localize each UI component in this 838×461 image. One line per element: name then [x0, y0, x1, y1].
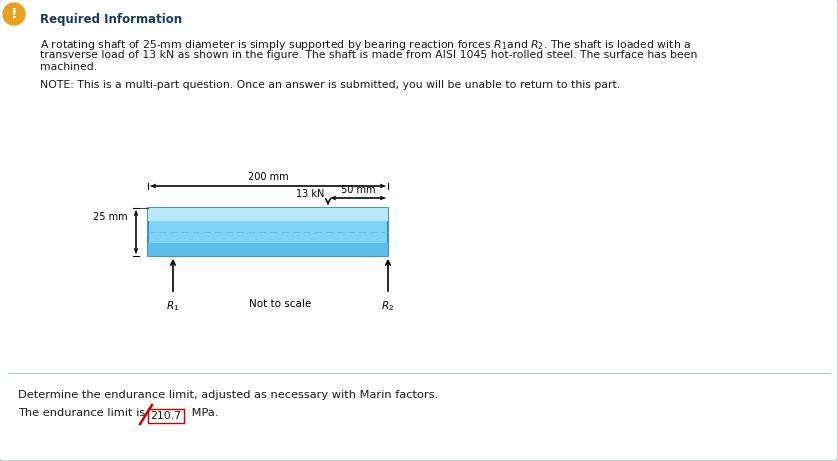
Text: Required Information: Required Information — [40, 13, 182, 26]
Text: Not to scale: Not to scale — [250, 299, 312, 309]
Text: 50 mm: 50 mm — [341, 185, 375, 195]
Text: transverse load of 13 kN as shown in the figure. The shaft is made from AISI 104: transverse load of 13 kN as shown in the… — [40, 50, 697, 60]
Text: 200 mm: 200 mm — [248, 172, 288, 182]
Bar — [148, 208, 388, 256]
Text: $R_1$: $R_1$ — [167, 299, 179, 313]
Bar — [148, 242, 388, 256]
Text: machined.: machined. — [40, 62, 97, 72]
Text: Determine the endurance limit, adjusted as necessary with Marin factors.: Determine the endurance limit, adjusted … — [18, 390, 438, 400]
Text: The endurance limit is: The endurance limit is — [18, 408, 149, 418]
Text: 25 mm: 25 mm — [93, 212, 128, 222]
Text: A rotating shaft of 25-mm diameter is simply supported by bearing reaction force: A rotating shaft of 25-mm diameter is si… — [40, 38, 691, 52]
Text: 210.7: 210.7 — [151, 411, 182, 421]
Text: !: ! — [11, 7, 18, 21]
Bar — [148, 208, 388, 221]
Text: 13 kN: 13 kN — [296, 189, 324, 199]
Text: NOTE: This is a multi-part question. Once an answer is submitted, you will be un: NOTE: This is a multi-part question. Onc… — [40, 80, 620, 90]
Bar — [148, 409, 184, 423]
Text: MPa.: MPa. — [188, 408, 219, 418]
Circle shape — [3, 3, 25, 25]
Text: $R_2$: $R_2$ — [381, 299, 395, 313]
